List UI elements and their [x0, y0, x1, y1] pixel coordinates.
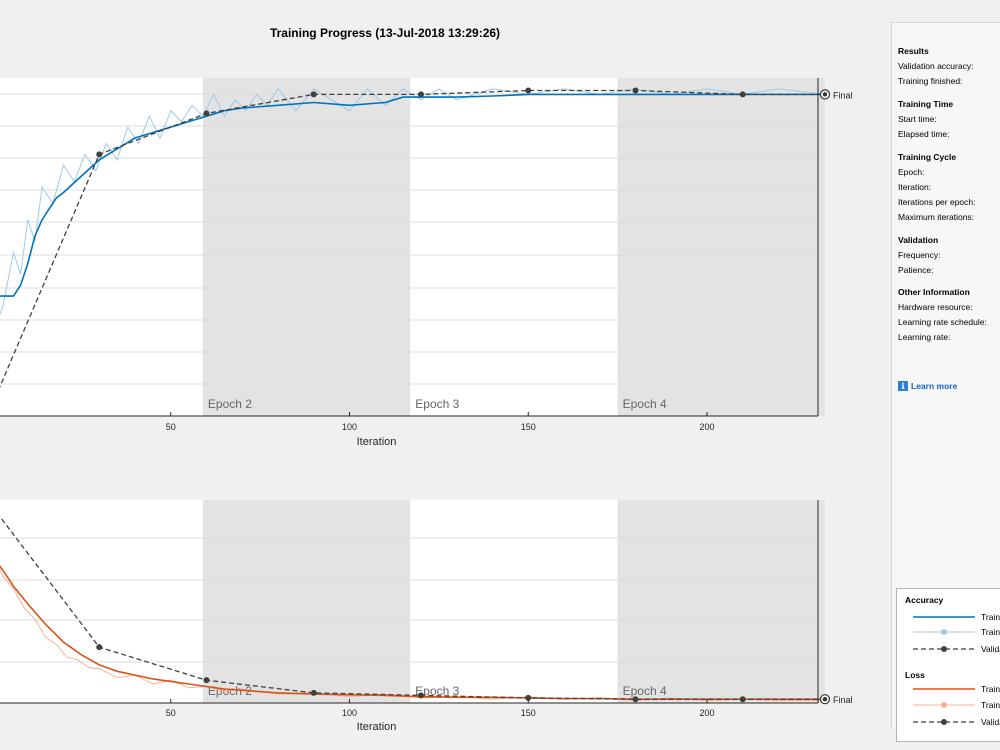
start-time-label: Start time:	[898, 114, 937, 124]
accuracy-epoch-band	[617, 78, 825, 416]
accuracy-x-tick-label: 200	[699, 422, 714, 432]
accuracy-epoch-label: Epoch 4	[623, 397, 667, 411]
accuracy-validation-point	[418, 91, 424, 98]
loss-epoch-label: Epoch 4	[623, 684, 667, 698]
epoch-label: Epoch:	[898, 167, 925, 177]
loss-validation-point	[203, 677, 210, 684]
loss-final-marker-dot	[822, 696, 828, 702]
legend-label: Valida	[981, 717, 1000, 727]
results-heading: Results	[898, 46, 929, 56]
frequency-label: Frequency:	[898, 250, 941, 260]
legend-item-training-accuracy-smoothed: Traini	[905, 612, 1000, 622]
legend-label: Traini	[981, 627, 1000, 637]
legend-accuracy-title: Accuracy	[905, 595, 944, 605]
loss-x-tick-label: 150	[521, 708, 536, 718]
accuracy-x-axis-label: Iteration	[357, 436, 397, 448]
hardware-resource-label: Hardware resource:	[898, 302, 973, 312]
training-finished-label: Training finished:	[898, 76, 963, 86]
legend-item-training-loss: Traini	[905, 700, 1000, 710]
accuracy-validation-point	[203, 110, 210, 117]
loss-validation-point	[739, 696, 746, 703]
loss-epoch-band	[202, 500, 411, 703]
loss-x-tick-label: 50	[166, 708, 176, 718]
loss-validation-point	[525, 694, 532, 701]
loss-validation-point	[418, 692, 424, 699]
legend-loss-title: Loss	[905, 670, 925, 680]
iteration-label: Iteration:	[898, 182, 932, 192]
accuracy-x-tick-label: 50	[166, 422, 176, 432]
training-cycle-heading: Training Cycle	[898, 152, 957, 162]
loss-validation-point	[96, 644, 103, 651]
loss-epoch-label: Epoch 3	[415, 684, 459, 698]
loss-final-label: Final	[833, 695, 853, 705]
learning-rate-schedule-label: Learning rate schedule:	[898, 317, 987, 327]
accuracy-epoch-band	[202, 78, 411, 416]
iterations-per-epoch-label: Iterations per epoch:	[898, 197, 976, 207]
learning-rate-label: Learning rate:	[898, 332, 951, 342]
legend-item-training-loss-smoothed: Traini	[905, 684, 1000, 694]
accuracy-x-tick-label: 100	[342, 422, 357, 432]
accuracy-validation-point	[739, 91, 746, 98]
legend-item-training-accuracy: Traini	[905, 627, 1000, 637]
validation-accuracy-label: Validation accuracy:	[898, 61, 974, 71]
legend-label: Traini	[981, 700, 1000, 710]
other-information-heading: Other Information	[898, 287, 970, 297]
loss-x-tick-label: 200	[699, 708, 714, 718]
loss-x-axis-label: Iteration	[357, 721, 397, 733]
accuracy-epoch-label: Epoch 3	[415, 397, 459, 411]
maximum-iterations-label: Maximum iterations:	[898, 212, 975, 222]
legend-label: Traini	[981, 612, 1000, 622]
training-plots: Epoch 2 Epoch 3 Epoch 4 Final 50 100 150 200 Ite…	[0, 78, 853, 733]
loss-x-tick-label: 100	[342, 708, 357, 718]
legend-item-validation-loss: Valida	[905, 717, 1000, 727]
learn-more-label: Learn more	[911, 381, 958, 391]
accuracy-validation-point	[525, 87, 532, 94]
legend-item-validation-accuracy: Valida	[905, 644, 1000, 654]
loss-validation-point	[632, 696, 639, 703]
info-icon: i	[898, 381, 908, 391]
patience-label: Patience:	[898, 265, 934, 275]
accuracy-epoch-label: Epoch 2	[208, 397, 252, 411]
accuracy-final-marker-dot	[822, 92, 828, 97]
legend-label: Valida	[981, 644, 1000, 654]
window-title: Training Progress (13-Jul-2018 13:29:26)	[269, 26, 501, 40]
training-time-heading: Training Time	[898, 99, 954, 109]
elapsed-time-label: Elapsed time:	[898, 129, 950, 139]
accuracy-series-line	[0, 93, 825, 297]
loss-validation-point	[310, 689, 317, 696]
accuracy-validation-point	[632, 87, 639, 94]
loss-epoch-band	[617, 500, 825, 703]
accuracy-validation-point	[96, 151, 103, 158]
validation-heading: Validation	[898, 235, 939, 245]
accuracy-x-tick-label: 150	[521, 422, 536, 432]
legend-label: Traini	[981, 684, 1000, 694]
legend-box: Accuracy Traini Traini Valida Loss Train…	[896, 588, 1000, 742]
learn-more-link[interactable]: i Learn more	[898, 381, 957, 391]
accuracy-final-label: Final	[833, 90, 853, 100]
accuracy-validation-point	[310, 91, 317, 98]
